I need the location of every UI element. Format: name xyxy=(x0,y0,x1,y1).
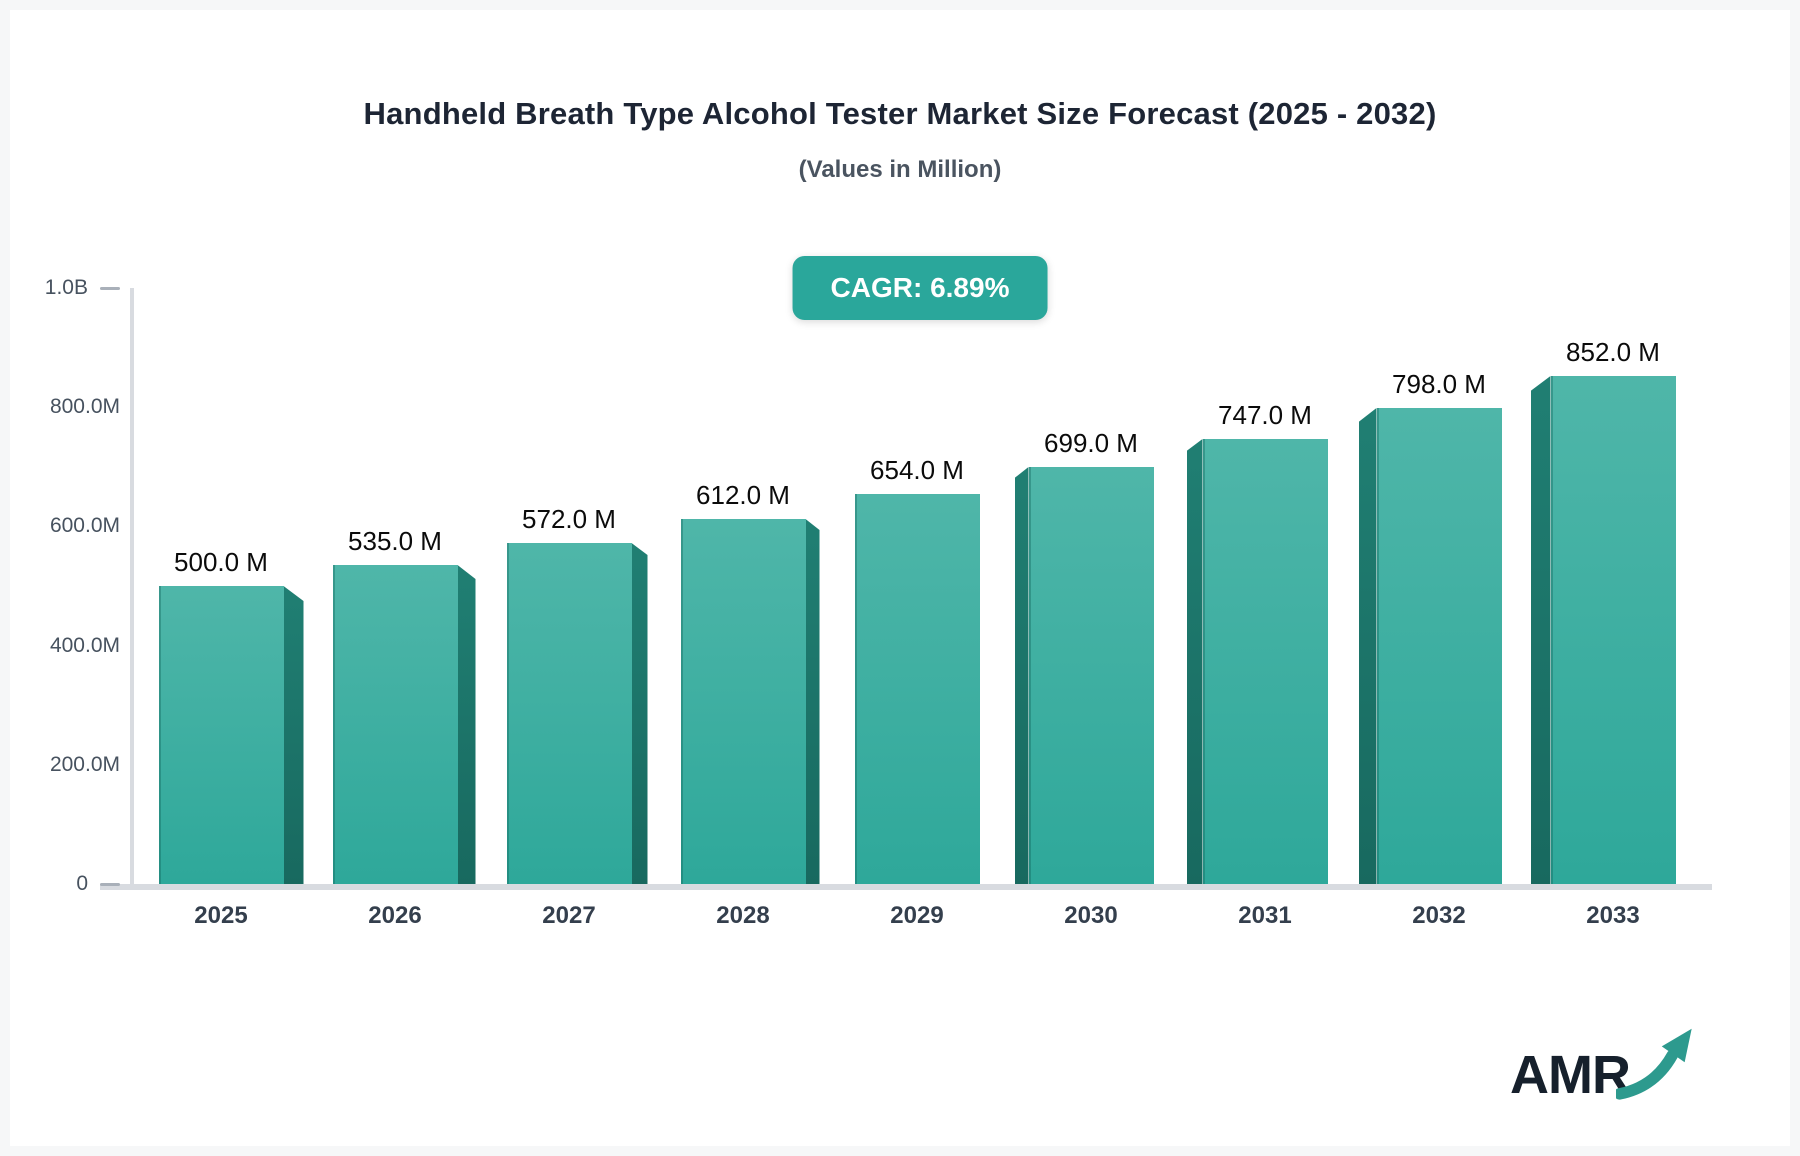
bar-2025: 500.0 M xyxy=(158,547,304,884)
bar-slot-2029: 654.0 M 2029 xyxy=(830,288,1004,929)
bar-value-label-2032: 798.0 M xyxy=(1392,369,1486,399)
bar-value-label-2028: 612.0 M xyxy=(696,480,790,510)
bar-face-2033 xyxy=(1550,376,1676,884)
chart-title: Handheld Breath Type Alcohol Tester Mark… xyxy=(363,96,1437,131)
amr-logo-text: AMR xyxy=(1510,1045,1631,1105)
y-axis-tick-label: 0 xyxy=(76,872,88,895)
bar-value-label-2027: 572.0 M xyxy=(522,504,616,534)
bar-slot-2033: 852.0 M 2033 xyxy=(1526,288,1700,929)
plot-area: 1.0B 800.0M 600.0M 400.0M 200.0M 0 500.0 M 202… xyxy=(45,276,1712,929)
bars-container: 500.0 M 2025 535.0 M 2026 572.0 M 2027 612.0 M… xyxy=(134,288,1700,929)
bar-2033: 852.0 M xyxy=(1530,337,1676,884)
x-axis-label-2031: 2031 xyxy=(1238,902,1292,929)
y-axis-tick-label: 1.0B xyxy=(44,276,88,299)
y-axis-tick-label: 200.0M xyxy=(49,752,120,776)
bar-2031: 747.0 M xyxy=(1186,400,1328,884)
bar-side-face-2026 xyxy=(457,565,476,884)
bar-face-2025 xyxy=(158,586,284,884)
bar-slot-2031: 747.0 M 2031 xyxy=(1178,288,1352,929)
x-axis-label-2028: 2028 xyxy=(716,902,770,929)
bar-face-2028 xyxy=(680,519,806,884)
bar-2027: 572.0 M xyxy=(506,504,648,884)
chart-card: Handheld Breath Type Alcohol Tester Mark… xyxy=(10,10,1790,1146)
chart-subtitle: (Values in Million) xyxy=(798,156,1002,183)
x-axis-label-2026: 2026 xyxy=(368,902,422,929)
bar-face-2029 xyxy=(854,494,980,884)
x-axis-line xyxy=(100,884,1712,890)
tick-dash xyxy=(100,882,120,886)
bar-slot-2026: 535.0 M 2026 xyxy=(308,288,482,929)
bar-face-2026 xyxy=(332,565,458,884)
bar-face-2032 xyxy=(1376,408,1502,884)
bar-side-face-2030 xyxy=(1014,467,1029,884)
x-axis-label-2032: 2032 xyxy=(1412,902,1466,929)
y-axis-tick-800.0M: 800.0M xyxy=(50,395,120,419)
x-axis-label-2027: 2027 xyxy=(542,902,596,929)
bar-2026: 535.0 M xyxy=(332,526,476,884)
y-axis-tick-label: 400.0M xyxy=(49,633,120,657)
bar-slot-2027: 572.0 M 2027 xyxy=(482,288,656,929)
bar-slot-2028: 612.0 M 2028 xyxy=(656,288,830,929)
x-axis-label-2029: 2029 xyxy=(890,902,944,929)
growth-arrow-icon xyxy=(1616,1028,1692,1100)
x-axis-label-2030: 2030 xyxy=(1064,902,1118,929)
bar-slot-2032: 798.0 M 2032 xyxy=(1352,288,1526,929)
y-axis-tick-400.0M: 400.0M xyxy=(50,634,120,658)
bar-face-2027 xyxy=(506,543,632,884)
amr-logo: AMR xyxy=(1510,1028,1704,1106)
bar-side-face-2025 xyxy=(283,586,304,884)
bar-side-face-2033 xyxy=(1530,376,1551,884)
bar-value-label-2026: 535.0 M xyxy=(348,526,442,556)
bar-slot-2025: 500.0 M 2025 xyxy=(134,288,308,929)
y-axis-tick-label: 600.0M xyxy=(49,514,120,538)
bar-side-face-2028 xyxy=(805,519,820,884)
bar-value-label-2033: 852.0 M xyxy=(1566,337,1660,367)
bar-value-label-2031: 747.0 M xyxy=(1218,400,1312,430)
y-axis-tick-200.0M: 200.0M xyxy=(50,753,120,777)
y-axis-tick-1.0B: 1.0B xyxy=(45,276,120,300)
y-axis-tick-0: 0 xyxy=(76,872,120,896)
bar-value-label-2030: 699.0 M xyxy=(1044,428,1138,458)
bar-side-face-2027 xyxy=(631,543,648,884)
y-axis-tick-label: 800.0M xyxy=(49,395,120,419)
bar-value-label-2025: 500.0 M xyxy=(174,547,268,577)
bar-face-2030 xyxy=(1028,467,1154,884)
bar-value-label-2029: 654.0 M xyxy=(870,455,964,485)
y-axis-line xyxy=(130,288,134,884)
bar-face-2031 xyxy=(1202,439,1328,884)
bar-2029: 654.0 M xyxy=(854,455,980,884)
x-axis-label-2025: 2025 xyxy=(194,902,248,929)
bar-slot-2030: 699.0 M 2030 xyxy=(1004,288,1178,929)
bar-2028: 612.0 M xyxy=(680,480,820,884)
bar-2030: 699.0 M xyxy=(1014,428,1154,884)
y-axis-tick-600.0M: 600.0M xyxy=(50,514,120,538)
bar-side-face-2031 xyxy=(1186,439,1203,884)
tick-dash xyxy=(100,286,120,290)
bar-2032: 798.0 M xyxy=(1358,369,1502,884)
bar-side-face-2032 xyxy=(1358,408,1377,884)
cagr-badge: CAGR: 6.89% xyxy=(792,256,1048,320)
y-axis-labels: 1.0B 800.0M 600.0M 400.0M 200.0M 0 xyxy=(45,276,1700,895)
x-axis-label-2033: 2033 xyxy=(1586,902,1640,929)
